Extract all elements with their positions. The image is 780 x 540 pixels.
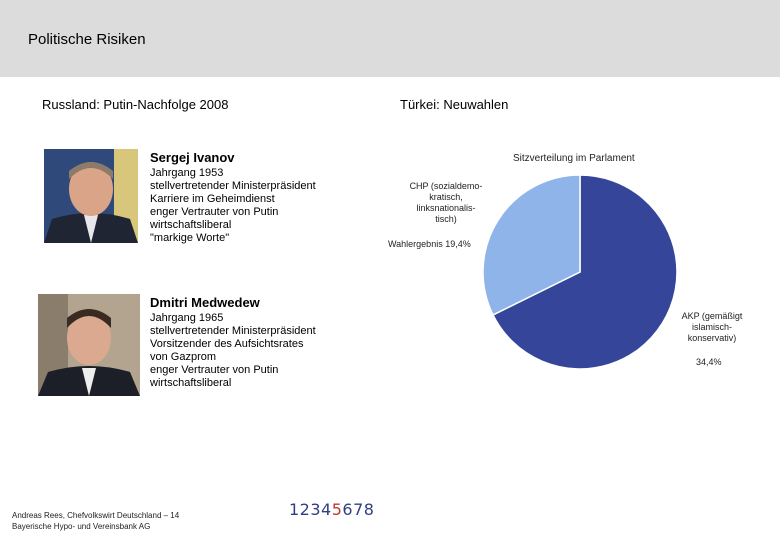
fact-item: Karriere im Geheimdienst bbox=[150, 193, 275, 205]
fact-item: wirtschaftsliberal bbox=[150, 219, 232, 231]
pie-chart bbox=[482, 174, 678, 370]
page-indicator: 12345678 bbox=[289, 500, 374, 519]
medwedew-photo bbox=[38, 294, 140, 396]
medwedew-facts: Jahrgang 1965 stellvertretender Minister… bbox=[150, 312, 316, 390]
footer-author: Andreas Rees, Chefvolkswirt Deutschland … bbox=[12, 511, 180, 520]
akp-label-line: islamisch- bbox=[691, 322, 732, 332]
pager-pages-before: 1234 bbox=[289, 500, 332, 519]
ivanov-photo bbox=[44, 149, 138, 243]
akp-label-line: AKP (gemäßigt bbox=[681, 311, 743, 321]
medwedew-name: Dmitri Medwedew bbox=[150, 295, 260, 310]
pager-pages-after: 678 bbox=[342, 500, 375, 519]
akp-label-line: konservativ) bbox=[687, 333, 737, 343]
fact-item: stellvertretender Ministerpräsident bbox=[150, 325, 316, 337]
pie-slice-chp bbox=[482, 174, 581, 316]
chp-label-line: kratisch, bbox=[429, 192, 463, 202]
fact-item: Jahrgang 1965 bbox=[150, 312, 224, 324]
akp-value: 34,4% bbox=[696, 357, 722, 367]
header-bar: Politische Risiken bbox=[0, 0, 780, 77]
ivanov-name: Sergej Ivanov bbox=[150, 150, 235, 165]
chp-label-line: linksnationalis- bbox=[416, 203, 476, 213]
page-title: Politische Risiken bbox=[28, 31, 146, 48]
fact-item: von Gazprom bbox=[150, 351, 217, 363]
chp-label: CHP (sozialdemo- kratisch, linksnational… bbox=[398, 181, 494, 225]
fact-item: Vorsitzender des Aufsichtsrates bbox=[150, 338, 304, 350]
fact-item: "markige Worte" bbox=[150, 232, 230, 244]
akp-label: AKP (gemäßigt islamisch- konservativ) bbox=[680, 311, 744, 344]
chp-label-line: CHP (sozialdemo- bbox=[409, 181, 483, 191]
footer-bank: Bayerische Hypo- und Vereinsbank AG bbox=[12, 522, 151, 531]
footer: Andreas Rees, Chefvolkswirt Deutschland … bbox=[12, 510, 179, 532]
chp-value: Wahlergebnis 19,4% bbox=[388, 239, 471, 249]
fact-item: wirtschaftsliberal bbox=[150, 377, 232, 389]
turkey-heading: Türkei: Neuwahlen bbox=[400, 97, 509, 112]
fact-item: Jahrgang 1953 bbox=[150, 167, 224, 179]
fact-item: enger Vertrauter von Putin bbox=[150, 364, 279, 376]
fact-item: stellvertretender Ministerpräsident bbox=[150, 180, 316, 192]
chart-title: Sitzverteilung im Parlament bbox=[513, 153, 635, 164]
russia-heading: Russland: Putin-Nachfolge 2008 bbox=[42, 97, 229, 112]
chp-label-line: tisch) bbox=[435, 214, 457, 224]
pager-current-page: 5 bbox=[331, 500, 343, 519]
ivanov-facts: Jahrgang 1953 stellvertretender Minister… bbox=[150, 167, 316, 245]
fact-item: enger Vertrauter von Putin bbox=[150, 206, 279, 218]
pie-slice-akp bbox=[492, 174, 678, 370]
